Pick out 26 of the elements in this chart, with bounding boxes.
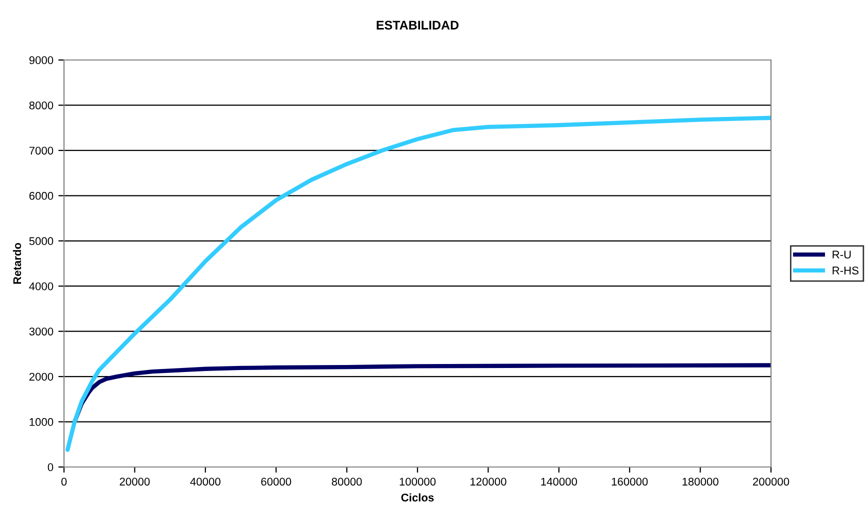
x-axis-title: Ciclos <box>401 493 434 502</box>
x-tick-label: 200000 <box>753 478 790 486</box>
x-tick-label: 160000 <box>612 478 648 486</box>
chart-title: ESTABILIDAD <box>376 20 459 30</box>
legend-label: R-HS <box>832 266 858 274</box>
x-tick-label: 180000 <box>682 478 718 486</box>
y-tick-label: 4000 <box>29 282 54 290</box>
y-tick-label: 7000 <box>29 146 54 155</box>
y-axis-title: Retardo <box>12 242 22 284</box>
y-tick-label: 1000 <box>30 418 54 426</box>
x-tick-label: 140000 <box>541 478 578 486</box>
x-tick-label: 40000 <box>190 478 220 486</box>
y-tick-label: 8000 <box>29 101 54 110</box>
y-tick-label: 0 <box>48 463 54 472</box>
x-tick-label: 60000 <box>261 478 292 486</box>
y-tick-label: 2000 <box>29 372 54 381</box>
y-tick-label: 9000 <box>29 56 54 64</box>
x-tick-label: 20000 <box>120 478 150 486</box>
y-tick-label: 6000 <box>29 192 54 200</box>
y-tick-label: 3000 <box>29 328 54 336</box>
legend-label: R-U <box>832 250 851 259</box>
x-tick-label: 120000 <box>470 478 506 486</box>
x-tick-label: 100000 <box>400 478 436 486</box>
x-tick-label: 0 <box>61 478 67 486</box>
x-tick-label: 80000 <box>332 478 362 486</box>
y-tick-label: 5000 <box>29 237 54 246</box>
